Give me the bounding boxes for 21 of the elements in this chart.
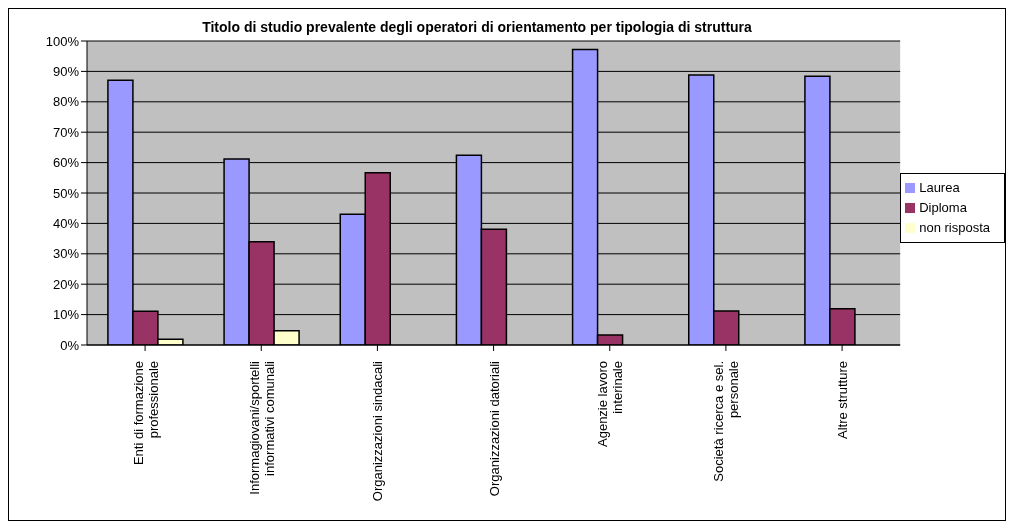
y-tick-label: 70% [52, 124, 80, 140]
x-tick-label: Organizzazioni datoriali [486, 360, 502, 497]
legend-label: non risposta [919, 219, 990, 235]
y-tick-label: 10% [52, 307, 80, 323]
legend-label: Diploma [919, 199, 967, 215]
y-tick-label: 50% [52, 185, 80, 201]
y-tick-label: 60% [52, 155, 80, 171]
x-tick-label: Agenzie lavoro interinale [595, 361, 626, 447]
x-tick-label: Società ricerca e sel. personale [711, 361, 742, 482]
legend-label: Laurea [919, 179, 960, 195]
y-tick-label: 30% [52, 246, 80, 262]
y-tick-label: 40% [52, 216, 80, 232]
y-tick-label: 0% [60, 337, 80, 353]
y-tick-label: 80% [52, 94, 80, 110]
y-tick-label: 90% [52, 64, 80, 80]
x-tick-label: Altre strutture [835, 361, 851, 440]
x-tick-label: Organizzazioni sindacali [370, 360, 386, 502]
x-tick-label: Enti di formazione professionale [130, 361, 161, 466]
y-tick-label: 100% [45, 33, 80, 49]
chart-title: Titolo di studio prevalente degli operatori di orientamento per tipologia di struttura [201, 19, 753, 35]
y-tick-label: 20% [52, 276, 80, 292]
